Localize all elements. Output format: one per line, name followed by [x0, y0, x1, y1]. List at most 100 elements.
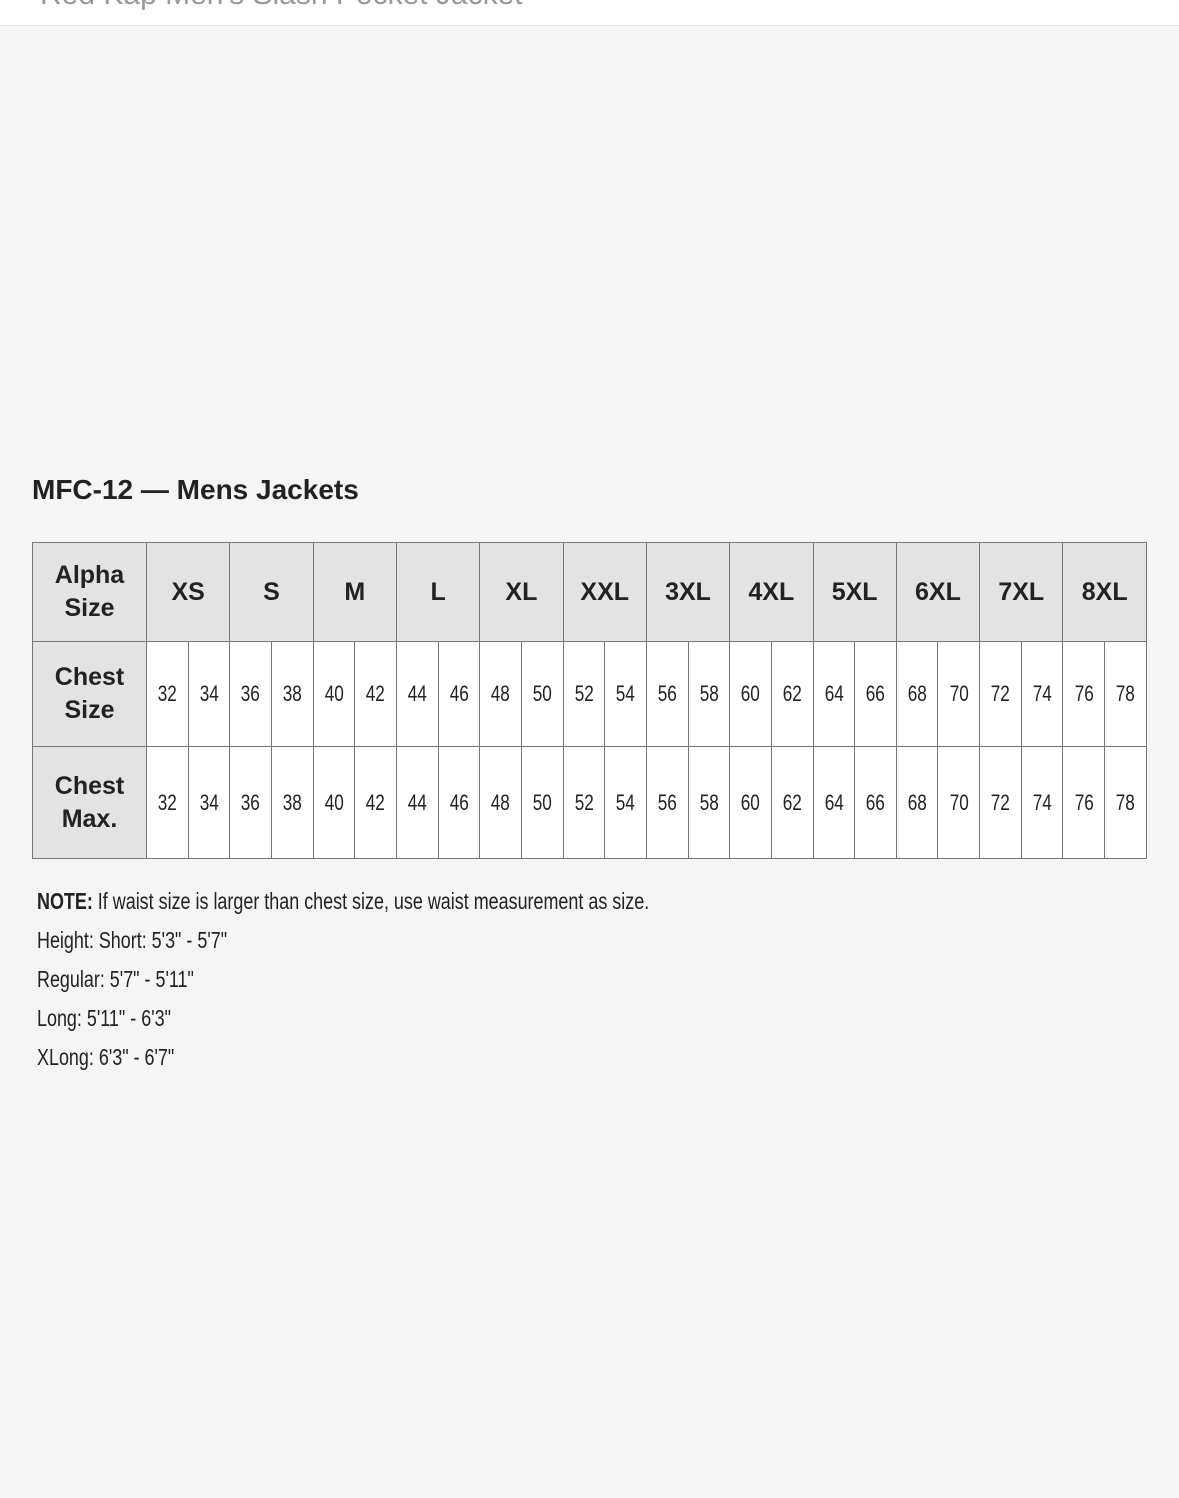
cell: 66 — [854, 746, 897, 859]
cell-value: 38 — [282, 789, 302, 815]
cell-value: 44 — [407, 681, 427, 706]
cell-value: 52 — [574, 681, 594, 706]
note-line: Regular: 5'7" - 5'11" — [37, 966, 194, 992]
cell-value: 42 — [366, 681, 386, 706]
header-row: Alpha Size XS S M L XL XXL 3XL 4XL 5XL 6XL 7XL 8XL — [32, 542, 1147, 642]
cell-value: 36 — [241, 789, 261, 815]
cell-value: 32 — [157, 681, 177, 706]
cell-value: 74 — [1032, 789, 1052, 815]
cell: 76 — [1062, 641, 1106, 747]
cell: 34 — [187, 746, 231, 859]
cell-value: 40 — [324, 681, 344, 706]
cell: 72 — [979, 746, 1022, 859]
cell: 38 — [270, 746, 314, 859]
cell-value: 34 — [199, 789, 219, 815]
cell: 58 — [687, 746, 731, 859]
cell: 66 — [854, 641, 897, 747]
cell-value: 54 — [615, 789, 636, 815]
size-label: L — [395, 542, 481, 642]
cell: 78 — [1104, 641, 1147, 747]
cell-value: 70 — [949, 681, 969, 706]
cell: 54 — [604, 746, 647, 859]
cell-value: 34 — [199, 681, 219, 706]
cell: 64 — [812, 746, 856, 859]
cell: 68 — [895, 641, 939, 747]
cell: 40 — [312, 641, 356, 747]
notes: NOTE: If waist size is larger than chest… — [37, 884, 822, 1079]
cell: 58 — [687, 641, 731, 747]
size-label: 8XL — [1062, 542, 1147, 642]
cell: 40 — [312, 746, 356, 859]
cell-value: 68 — [907, 789, 927, 815]
note-line: Height: Short: 5'3" - 5'7" — [37, 927, 228, 953]
cell: 74 — [1020, 746, 1064, 859]
data-row: Chest Max. 32 34 36 38 40 42 44 46 48 50 52 54 56 58 60… — [32, 746, 1147, 859]
cell-value: 48 — [491, 789, 511, 815]
cell-value: 46 — [449, 789, 469, 815]
row-label: Chest Max. — [32, 746, 147, 859]
size-label: 5XL — [812, 542, 897, 642]
size-label: S — [229, 542, 314, 642]
cell-value: 48 — [491, 681, 511, 706]
cell: 68 — [895, 746, 939, 859]
cell: 34 — [187, 641, 231, 747]
cell-value: 46 — [449, 681, 469, 706]
size-label: XL — [479, 542, 564, 642]
cell: 62 — [770, 641, 814, 747]
size-table: Alpha Size XS S M L XL XXL 3XL 4XL 5XL 6XL 7XL 8XL Ch… — [32, 542, 1147, 859]
cell: 48 — [479, 641, 522, 747]
cell-value: 60 — [740, 681, 761, 706]
note-label: NOTE: — [37, 888, 93, 914]
cell: 36 — [229, 641, 272, 747]
cell: 60 — [729, 641, 772, 747]
cell-value: 78 — [1115, 789, 1136, 815]
cell-value: 70 — [949, 789, 969, 815]
cell-value: 40 — [324, 789, 344, 815]
size-label: 6XL — [895, 542, 981, 642]
size-label: 4XL — [729, 542, 814, 642]
header-bar: Red Kap Men's Slash Pocket Jacket — [0, 0, 1179, 26]
cell: 42 — [354, 641, 397, 747]
cell: 52 — [562, 641, 606, 747]
cell-value: 74 — [1032, 681, 1052, 706]
cell: 54 — [604, 641, 647, 747]
cell-value: 50 — [532, 789, 552, 815]
row-label: Chest Size — [32, 641, 147, 747]
cell-value: 56 — [657, 789, 677, 815]
note-text: If waist size is larger than chest size,… — [97, 888, 650, 914]
cell-value: 66 — [865, 789, 886, 815]
cell: 36 — [229, 746, 272, 859]
cell-value: 78 — [1115, 681, 1136, 706]
cell-value: 54 — [615, 681, 636, 706]
cell-value: 50 — [532, 681, 552, 706]
cell: 48 — [479, 746, 522, 859]
size-label: XS — [145, 542, 231, 642]
note-line: NOTE: If waist size is larger than chest… — [37, 884, 649, 923]
cell: 50 — [520, 641, 564, 747]
cell: 44 — [395, 746, 439, 859]
cell-value: 66 — [865, 681, 886, 706]
cell: 74 — [1020, 641, 1064, 747]
cell: 38 — [270, 641, 314, 747]
cell-value: 36 — [241, 681, 261, 706]
data-row: Chest Size 32 34 36 38 40 42 44 46 48 50 52 54 56 58 60… — [32, 641, 1147, 747]
cell: 42 — [354, 746, 397, 859]
size-label: 3XL — [645, 542, 731, 642]
cell-value: 64 — [824, 681, 844, 706]
cell: 72 — [979, 641, 1022, 747]
cell: 50 — [520, 746, 564, 859]
cell: 64 — [812, 641, 856, 747]
cell: 44 — [395, 641, 439, 747]
note-line: XLong: 6'3" - 6'7" — [37, 1044, 175, 1070]
cell-value: 76 — [1074, 681, 1094, 706]
cell-value: 38 — [282, 681, 302, 706]
cell: 76 — [1062, 746, 1106, 859]
size-label: XXL — [562, 542, 647, 642]
cell-value: 60 — [740, 789, 761, 815]
cell: 70 — [937, 746, 981, 859]
cell: 56 — [645, 746, 689, 859]
cell-value: 64 — [824, 789, 844, 815]
cell-value: 56 — [657, 681, 677, 706]
cell: 78 — [1104, 746, 1147, 859]
cell-value: 58 — [699, 681, 719, 706]
